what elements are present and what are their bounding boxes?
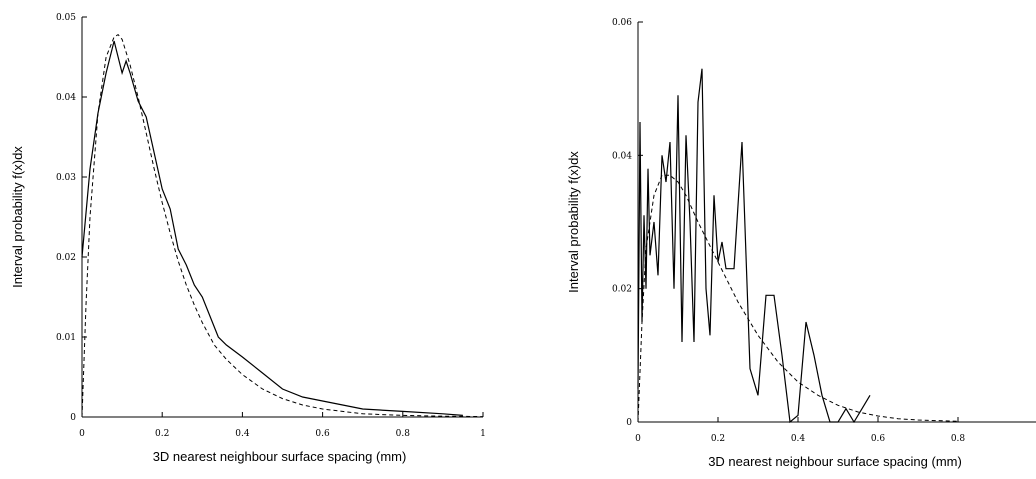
- y-tick-label: 0: [70, 413, 76, 423]
- x-tick-label: 0.4: [791, 434, 806, 444]
- x-tick-label: 0.6: [315, 429, 330, 439]
- x-tick-label: 0: [635, 434, 641, 444]
- x-tick-label: 0.6: [871, 434, 886, 444]
- x-tick-label: 0: [79, 429, 85, 439]
- x-axis-title: 3D nearest neighbour surface spacing (mm…: [153, 449, 407, 464]
- y-tick-label: 0.06: [612, 18, 632, 28]
- x-tick-label: 0.4: [235, 429, 250, 439]
- y-axis-title: Interval probability f(x)dx: [566, 151, 581, 293]
- y-tick-label: 0.01: [56, 333, 76, 343]
- y-tick-label: 0: [626, 418, 632, 428]
- x-tick-label: 0.8: [396, 429, 411, 439]
- y-tick-label: 0.02: [56, 253, 76, 263]
- y-axis-title: Interval probability f(x)dx: [10, 146, 25, 288]
- left-chart: 0 0.01 0.02 0.03 0.04 0.05 0 0.2 0.4 0.6 0.8 1 3D ne…: [10, 13, 486, 464]
- x-tick-label: 0.2: [711, 434, 725, 444]
- x-axis-title: 3D nearest neighbour surface spacing (mm…: [708, 454, 962, 469]
- x-tick-label: 0.8: [951, 434, 966, 444]
- dashed-series-line: [81, 33, 484, 418]
- x-tick-label: 1: [480, 429, 486, 439]
- solid-series-line: [637, 68, 871, 424]
- y-tick-label: 0.04: [56, 93, 76, 103]
- dashed-series-line: [637, 174, 959, 423]
- y-tick-label: 0.05: [56, 13, 76, 23]
- y-tick-label: 0.02: [612, 285, 632, 295]
- solid-series-line: [81, 40, 463, 416]
- y-tick-label: 0.03: [56, 173, 76, 183]
- x-tick-label: 0.2: [155, 429, 169, 439]
- y-tick-label: 0.04: [612, 151, 632, 161]
